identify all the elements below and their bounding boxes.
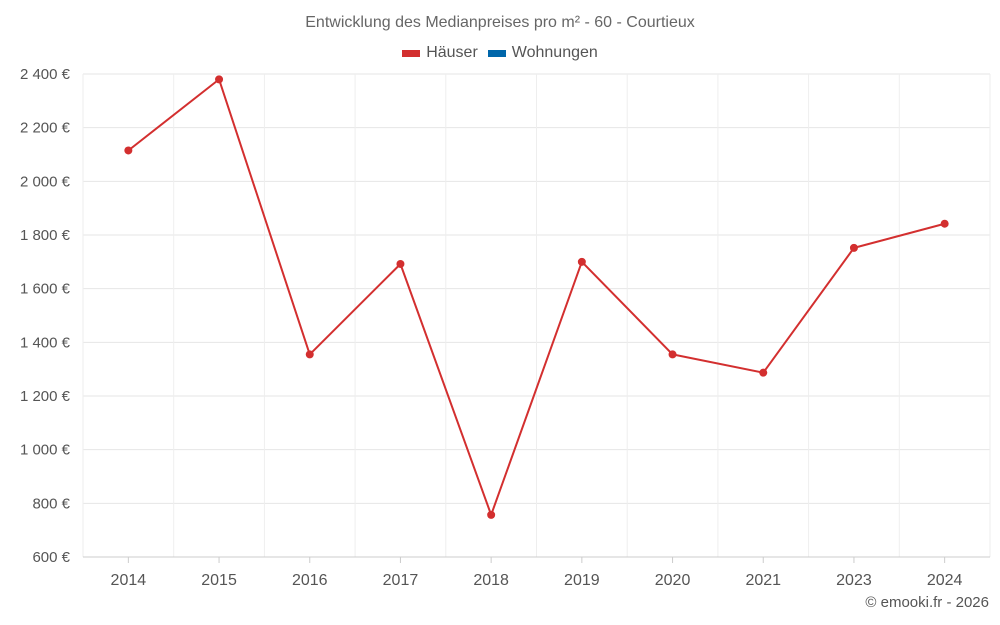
y-tick-label: 2 000 € — [20, 173, 71, 190]
y-tick-label: 1 200 € — [20, 388, 71, 405]
y-tick-label: 2 400 € — [20, 66, 71, 83]
legend-item-haeuser[interactable]: Häuser — [402, 44, 478, 62]
data-point[interactable] — [940, 219, 949, 228]
x-tick-label: 2018 — [473, 572, 509, 589]
legend-swatch-haeuser — [402, 49, 421, 57]
data-point[interactable] — [577, 257, 586, 266]
y-tick-label: 1 400 € — [20, 334, 71, 351]
data-point[interactable] — [305, 350, 314, 359]
data-point[interactable] — [668, 350, 677, 359]
x-tick-label: 2017 — [383, 572, 419, 589]
x-tick-label: 2016 — [292, 572, 328, 589]
legend-item-wohnungen[interactable]: Wohnungen — [487, 44, 598, 62]
x-tick-label: 2024 — [927, 572, 963, 589]
x-tick-label: 2015 — [201, 572, 237, 589]
y-tick-label: 1 600 € — [20, 281, 71, 298]
chart-title: Entwicklung des Medianpreises pro m² - 6… — [305, 14, 695, 31]
legend-label-wohnungen: Wohnungen — [511, 44, 598, 61]
y-tick-label: 600 € — [32, 549, 70, 566]
legend: Häuser Wohnungen — [0, 44, 1000, 62]
y-tick-label: 2 200 € — [20, 120, 71, 137]
legend-swatch-wohnungen — [487, 49, 506, 57]
y-tick-label: 1 800 € — [20, 227, 71, 244]
data-point[interactable] — [487, 510, 496, 519]
data-point[interactable] — [396, 259, 405, 268]
data-point[interactable] — [759, 368, 768, 377]
x-tick-label: 2014 — [111, 572, 147, 589]
x-tick-label: 2023 — [836, 572, 872, 589]
series-line-0 — [127, 78, 945, 516]
credit-text: © emooki.fr - 2026 — [865, 594, 989, 611]
x-tick-label: 2019 — [564, 572, 600, 589]
y-tick-label: 800 € — [32, 495, 70, 512]
y-tick-label: 1 000 € — [20, 442, 71, 459]
x-tick-label: 2020 — [655, 572, 691, 589]
legend-label-haeuser: Häuser — [426, 44, 478, 61]
data-point[interactable] — [124, 146, 133, 155]
x-tick-label: 2021 — [745, 572, 781, 589]
data-point[interactable] — [215, 75, 224, 84]
data-point[interactable] — [849, 243, 858, 252]
